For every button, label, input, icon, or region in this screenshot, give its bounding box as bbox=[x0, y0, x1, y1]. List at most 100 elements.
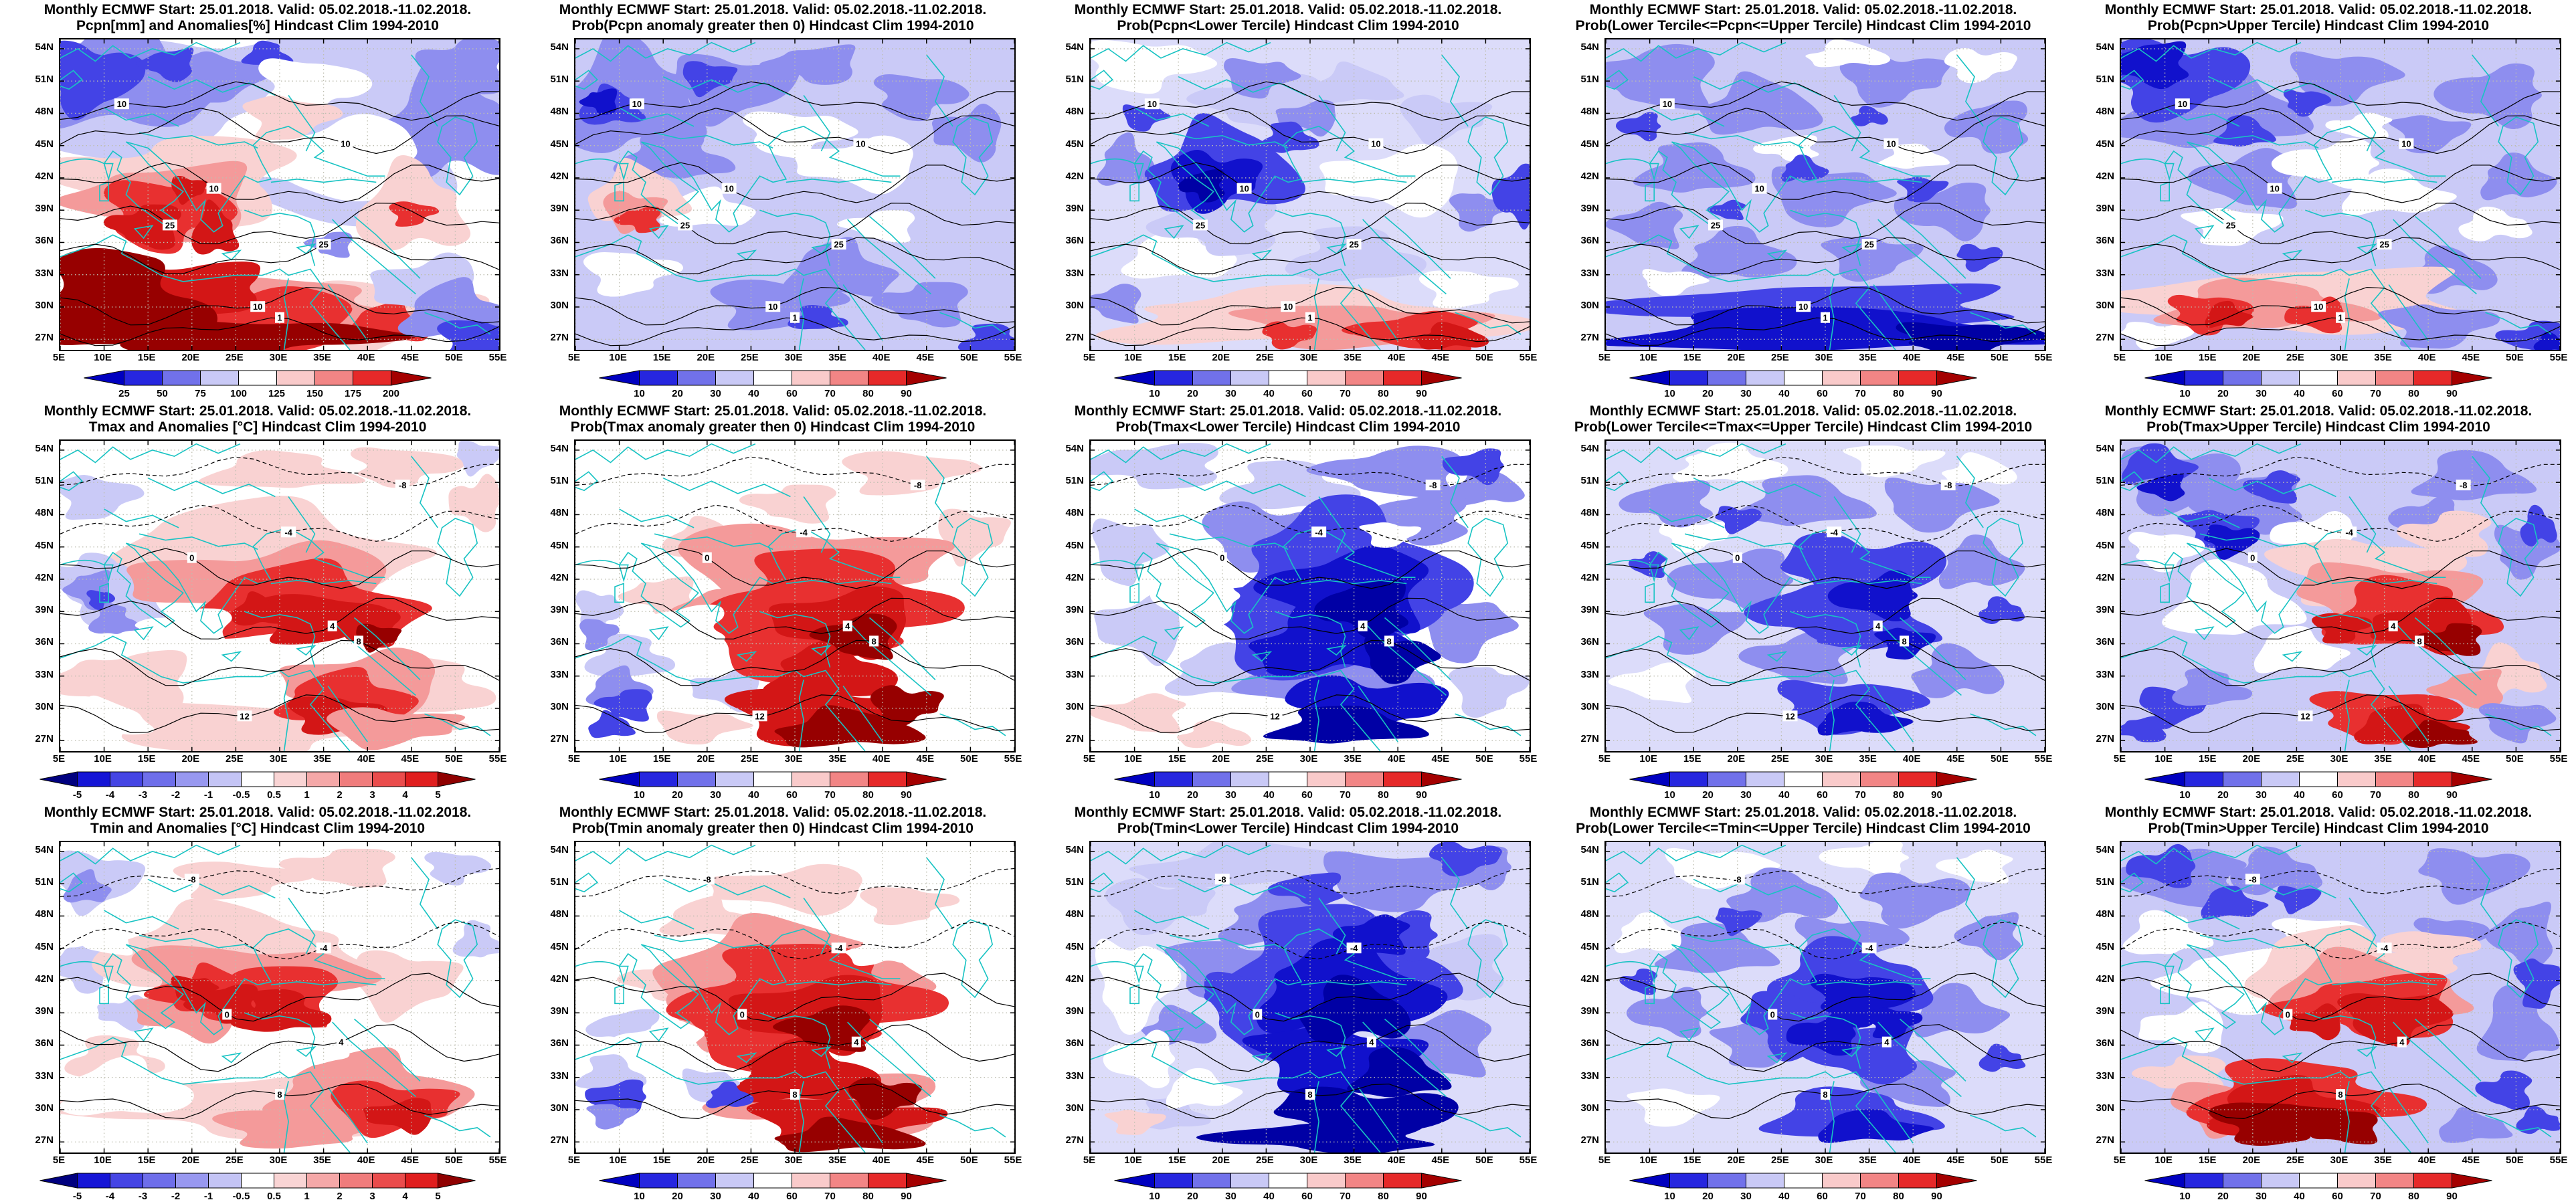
latitude-tick-label: 36N bbox=[1580, 1037, 1599, 1049]
longitude-tick-label: 10E bbox=[94, 1155, 112, 1166]
longitude-tick-label: 10E bbox=[1639, 753, 1657, 765]
longitude-tick-label: 45E bbox=[1946, 352, 1965, 363]
latitude-tick-label: 30N bbox=[2096, 700, 2114, 712]
latitude-tick-label: 54N bbox=[2096, 41, 2114, 53]
latitude-tick-label: 33N bbox=[2096, 668, 2114, 680]
colorbar-label: -2 bbox=[171, 789, 180, 801]
contour-label: 10 bbox=[1371, 139, 1380, 149]
contour-label: -8 bbox=[703, 874, 711, 884]
colorbar-label: -2 bbox=[171, 1191, 180, 1202]
longitude-tick-label: 40E bbox=[1902, 1155, 1921, 1166]
latitude-tick-label: 45N bbox=[550, 539, 569, 551]
panel-title-line1: Monthly ECMWF Start: 25.01.2018. Valid: … bbox=[1589, 403, 2017, 419]
latitude-tick-label: 51N bbox=[2096, 74, 2114, 86]
colorbar-label: 5 bbox=[435, 1191, 440, 1202]
contour-label: 10 bbox=[1799, 302, 1808, 312]
longitude-tick-label: 35E bbox=[1344, 753, 1362, 765]
panel-title-line1: Monthly ECMWF Start: 25.01.2018. Valid: … bbox=[1589, 805, 2017, 820]
map-plot: -8 -4 0 4 8 12 bbox=[59, 439, 500, 752]
colorbar-label: -4 bbox=[106, 1191, 115, 1202]
contour-label: 25 bbox=[165, 220, 175, 230]
colorbar: 10 20 30 40 60 70 80 90 bbox=[1546, 369, 2061, 401]
latitude-tick-label: 39N bbox=[1580, 1005, 1599, 1017]
latitude-tick-label: 36N bbox=[550, 1037, 569, 1049]
forecast-panel: Monthly ECMWF Start: 25.01.2018. Valid: … bbox=[1546, 0, 2061, 401]
colorbar: 10 20 30 40 60 70 80 90 bbox=[2061, 1172, 2576, 1204]
contour-label: -4 bbox=[284, 527, 292, 537]
forecast-panel: Monthly ECMWF Start: 25.01.2018. Valid: … bbox=[0, 401, 515, 803]
colorbar-label: 60 bbox=[786, 388, 798, 399]
latitude-tick-label: 51N bbox=[1580, 475, 1599, 487]
colorbar-label: 60 bbox=[2332, 789, 2343, 801]
longitude-tick-label: 35E bbox=[2374, 352, 2392, 363]
longitude-tick-label: 50E bbox=[445, 1155, 463, 1166]
longitude-tick-label: 5E bbox=[567, 753, 581, 765]
latitude-tick-label: 54N bbox=[1580, 41, 1599, 53]
longitude-tick-label: 35E bbox=[1859, 352, 1877, 363]
longitude-tick-label: 5E bbox=[1083, 352, 1096, 363]
latitude-tick-label: 27N bbox=[1580, 733, 1599, 745]
latitude-tick-label: 54N bbox=[1065, 442, 1084, 454]
latitude-tick-label: 48N bbox=[2096, 106, 2114, 118]
forecast-panel: Monthly ECMWF Start: 25.01.2018. Valid: … bbox=[515, 803, 1030, 1204]
longitude-tick-label: 20E bbox=[1212, 1155, 1230, 1166]
longitude-tick-label: 45E bbox=[401, 753, 420, 765]
contour-label: 10 bbox=[768, 302, 777, 312]
longitude-tick-label: 10E bbox=[609, 1155, 627, 1166]
contour-label: 12 bbox=[240, 711, 249, 721]
contour-label: 0 bbox=[1255, 1009, 1260, 1019]
colorbar-label: 30 bbox=[1225, 388, 1236, 399]
contour-label: -4 bbox=[1350, 943, 1358, 953]
latitude-tick-label: 27N bbox=[1065, 332, 1084, 344]
contour-label: -4 bbox=[320, 943, 328, 953]
colorbar-label: 30 bbox=[2256, 789, 2267, 801]
contour-label: 0 bbox=[189, 553, 194, 563]
colorbar-label: 60 bbox=[2332, 388, 2343, 399]
longitude-tick-label: 20E bbox=[1212, 753, 1230, 765]
longitude-tick-label: 55E bbox=[2549, 352, 2568, 363]
colorbar-label: -3 bbox=[139, 1191, 147, 1202]
latitude-tick-label: 45N bbox=[2096, 539, 2114, 551]
colorbar-label: 40 bbox=[1778, 1191, 1790, 1202]
latitude-tick-label: 36N bbox=[2096, 636, 2114, 648]
latitude-tick-label: 42N bbox=[35, 571, 54, 583]
latitude-tick-label: 39N bbox=[1065, 1005, 1084, 1017]
panel-title-line1: Monthly ECMWF Start: 25.01.2018. Valid: … bbox=[1074, 805, 1502, 820]
colorbar-label: 90 bbox=[1931, 789, 1942, 801]
contour-label: 0 bbox=[2286, 1009, 2290, 1019]
colorbar-label: 30 bbox=[710, 388, 721, 399]
map-plot: 10 10 10 25 25 10 1 bbox=[574, 38, 1016, 351]
contour-label: 25 bbox=[318, 239, 328, 249]
latitude-tick-label: 39N bbox=[550, 1005, 569, 1017]
latitude-tick-label: 42N bbox=[35, 973, 54, 985]
colorbar-label: 90 bbox=[1416, 789, 1427, 801]
longitude-tick-label: 55E bbox=[488, 753, 507, 765]
contour-label: 8 bbox=[1307, 1090, 1312, 1100]
colorbar-label: 40 bbox=[2294, 1191, 2305, 1202]
longitude-tick-label: 25E bbox=[741, 753, 759, 765]
colorbar-label: 40 bbox=[1263, 789, 1275, 801]
latitude-tick-label: 54N bbox=[1065, 843, 1084, 856]
contour-label: 1 bbox=[792, 313, 797, 323]
contour-label: 10 bbox=[2314, 302, 2323, 312]
colorbar-label: 90 bbox=[901, 789, 912, 801]
longitude-tick-label: 5E bbox=[1598, 1155, 1611, 1166]
colorbar: 10 20 30 40 60 70 80 90 bbox=[2061, 771, 2576, 803]
latitude-tick-label: 42N bbox=[1065, 571, 1084, 583]
latitude-tick-label: 54N bbox=[35, 442, 54, 454]
colorbar-label: 0.5 bbox=[267, 1191, 281, 1202]
latitude-tick-label: 45N bbox=[550, 940, 569, 952]
latitude-tick-label: 30N bbox=[2096, 299, 2114, 311]
colorbar-label: 40 bbox=[1263, 1191, 1275, 1202]
longitude-tick-label: 10E bbox=[609, 753, 627, 765]
latitude-tick-label: 45N bbox=[2096, 138, 2114, 150]
contour-label: 8 bbox=[871, 636, 876, 646]
latitude-tick-label: 54N bbox=[35, 41, 54, 53]
latitude-tick-label: 51N bbox=[1580, 876, 1599, 888]
latitude-tick-label: 36N bbox=[1065, 636, 1084, 648]
longitude-tick-label: 30E bbox=[1299, 753, 1318, 765]
latitude-tick-label: 30N bbox=[35, 700, 54, 712]
panel-title-line2: Prob(Tmin>Upper Tercile) Hindcast Clim 1… bbox=[2148, 821, 2489, 836]
contour-label: 10 bbox=[341, 139, 350, 149]
longitude-tick-label: 40E bbox=[357, 1155, 375, 1166]
